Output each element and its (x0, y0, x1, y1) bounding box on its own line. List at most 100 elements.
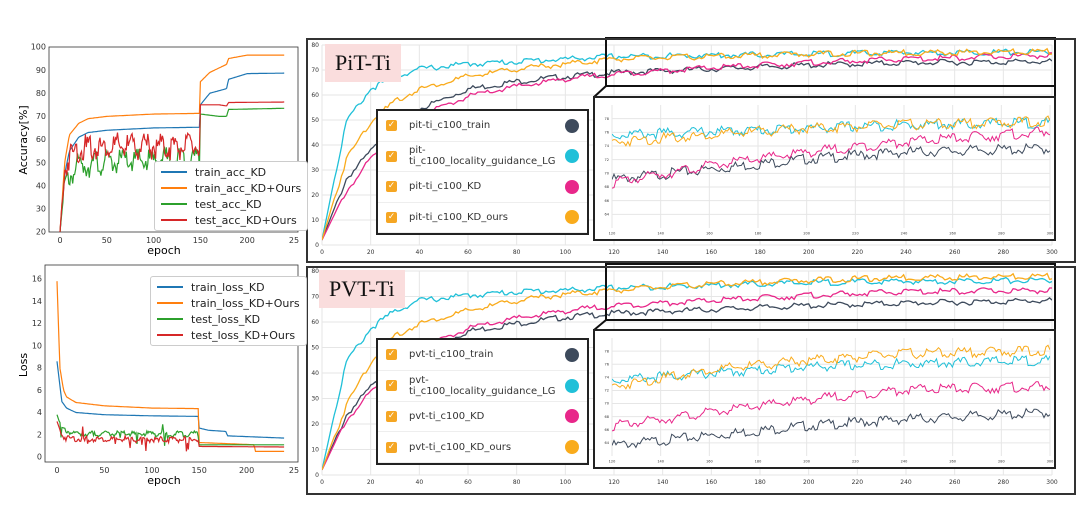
y-tick-label: 0 (37, 453, 42, 462)
checkbox-icon[interactable]: ✓ (386, 181, 397, 193)
color-dot-icon (565, 378, 579, 393)
x-tick-label: 40 (416, 249, 424, 256)
legend-label: pit-ti_c100_locality_guidance_LG (409, 145, 556, 168)
series-line-pvt-ti_c100_locality_guidance_LG (322, 276, 1052, 471)
x-tick-label: 180 (754, 479, 766, 486)
x-tick-label: 80 (513, 479, 521, 486)
x-tick-label: 150 (193, 236, 208, 245)
legend-item[interactable]: ✓ pit-ti_c100_locality_guidance_LG (378, 142, 587, 172)
x-tick-label: 200 (239, 466, 254, 475)
y-tick-label: 14 (32, 297, 42, 306)
x-tick-label: 25 (289, 466, 299, 475)
x-tick-label: 180 (755, 460, 762, 464)
y-tick-label: 0 (315, 242, 319, 249)
accuracy-legend: train_acc_KD train_acc_KD+Ours test_acc_… (154, 161, 309, 231)
series-line-train_acc_KD (59, 72, 285, 233)
series-line-pvt-ti_c100_KD_ours (612, 344, 1050, 390)
y-tick-label: 30 (311, 167, 319, 174)
y-axis-label: Loss (17, 353, 30, 377)
series-line-pit-ti_c100_locality_guidance_LG (612, 116, 1050, 141)
y-tick-label: 6 (37, 386, 42, 395)
x-tick-label: 300 (1047, 460, 1054, 464)
y-tick-label: 20 (311, 421, 319, 428)
y-tick-label: 50 (311, 117, 319, 124)
pit-ti-title: PiT-Ti (325, 44, 401, 82)
x-tick-label: 150 (192, 466, 207, 475)
series-line-pvt-ti_c100_KD (612, 381, 1050, 432)
series-line-train_acc_KD+Ours (59, 54, 285, 233)
x-tick-label: 220 (852, 460, 859, 464)
y-tick-label: 70 (311, 294, 319, 301)
checkbox-icon[interactable]: ✓ (386, 380, 397, 392)
y-tick-label: 10 (32, 341, 42, 350)
series-line-pvt-ti_c100_KD_ours (322, 272, 1052, 471)
x-tick-label: 220 (852, 479, 864, 486)
x-tick-label: 280 (998, 249, 1010, 256)
x-tick-label: 160 (706, 249, 718, 256)
x-tick-label: 50 (102, 236, 112, 245)
x-tick-label: 120 (609, 232, 616, 236)
x-tick-label: 120 (608, 249, 620, 256)
legend-label: test_acc_KD+Ours (195, 213, 297, 227)
checkbox-icon[interactable]: ✓ (386, 441, 397, 453)
legend-item[interactable]: ✓ pvt-ti_c100_KD_ours (378, 432, 587, 463)
x-tick-label: 300 (1046, 479, 1058, 486)
checkbox-icon[interactable]: ✓ (386, 150, 397, 162)
x-tick-label: 40 (416, 479, 424, 486)
y-tick-label: 80 (311, 268, 319, 275)
legend-label: train_loss_KD (191, 280, 265, 294)
legend-item: test_loss_KD (157, 311, 300, 327)
color-dot-icon (565, 118, 579, 133)
y-tick-label: 70 (605, 402, 609, 406)
checkbox-icon[interactable]: ✓ (386, 120, 397, 132)
legend-label: pvt-ti_c100_train (409, 349, 494, 361)
legend-item: train_acc_KD+Ours (161, 180, 301, 196)
series-line-pit-ti_c100_KD (322, 52, 1052, 241)
color-dot-icon (565, 409, 579, 424)
x-tick-label: 200 (803, 479, 815, 486)
checkbox-icon[interactable]: ✓ (386, 349, 397, 361)
x-tick-label: 160 (706, 460, 713, 464)
axes-frame (48, 46, 299, 233)
x-tick-label: 60 (464, 249, 472, 256)
legend-label: pvt-ti_c100_locality_guidance_LG (409, 374, 556, 397)
checkbox-icon[interactable]: ✓ (386, 211, 397, 223)
legend-item[interactable]: ✓ pit-ti_c100_KD_ours (378, 203, 587, 233)
y-tick-label: 10 (311, 217, 319, 224)
legend-item: test_loss_KD+Ours (157, 327, 300, 343)
pit-ti-panel (306, 38, 1076, 263)
x-tick-label: 180 (754, 249, 766, 256)
legend-item[interactable]: ✓ pit-ti_c100_train (378, 111, 587, 142)
legend-item[interactable]: ✓ pvt-ti_c100_locality_guidance_LG (378, 371, 587, 402)
series-line-pvt-ti_c100_KD (322, 287, 1052, 471)
y-tick-label: 4 (37, 408, 42, 417)
y-tick-label: 20 (311, 192, 319, 199)
series-line-pit-ti_c100_locality_guidance_LG (322, 48, 1052, 241)
x-tick-label: 100 (146, 236, 161, 245)
y-axis-label: Accuracy[%] (17, 105, 30, 174)
y-tick-label: 70 (36, 112, 46, 121)
x-tick-label: 280 (998, 460, 1005, 464)
y-tick-label: 30 (36, 205, 46, 214)
legend-item[interactable]: ✓ pit-ti_c100_KD (378, 172, 587, 203)
x-tick-label: 140 (657, 479, 669, 486)
x-tick-label: 180 (755, 232, 762, 236)
x-tick-label: 60 (464, 479, 472, 486)
series-line-test_acc_KD+Ours (59, 101, 285, 233)
legend-label: pit-ti_c100_KD (409, 181, 482, 193)
x-axis-label: epoch (147, 244, 181, 257)
x-tick-label: 0 (320, 249, 324, 256)
x-tick-label: 0 (320, 479, 324, 486)
series-line-pvt-ti_c100_train (612, 407, 1050, 449)
x-tick-label: 240 (901, 460, 908, 464)
y-tick-label: 72 (605, 389, 609, 393)
legend-item: train_acc_KD (161, 164, 301, 180)
legend-item[interactable]: ✓ pvt-ti_c100_train (378, 340, 587, 371)
legend-label: train_acc_KD+Ours (195, 181, 302, 195)
checkbox-icon[interactable]: ✓ (386, 410, 397, 422)
y-tick-label: 80 (36, 89, 46, 98)
legend-item[interactable]: ✓ pvt-ti_c100_KD (378, 402, 587, 433)
series-line-train_loss_KD (56, 361, 285, 439)
y-tick-label: 50 (311, 345, 319, 352)
y-tick-label: 66 (605, 199, 609, 203)
